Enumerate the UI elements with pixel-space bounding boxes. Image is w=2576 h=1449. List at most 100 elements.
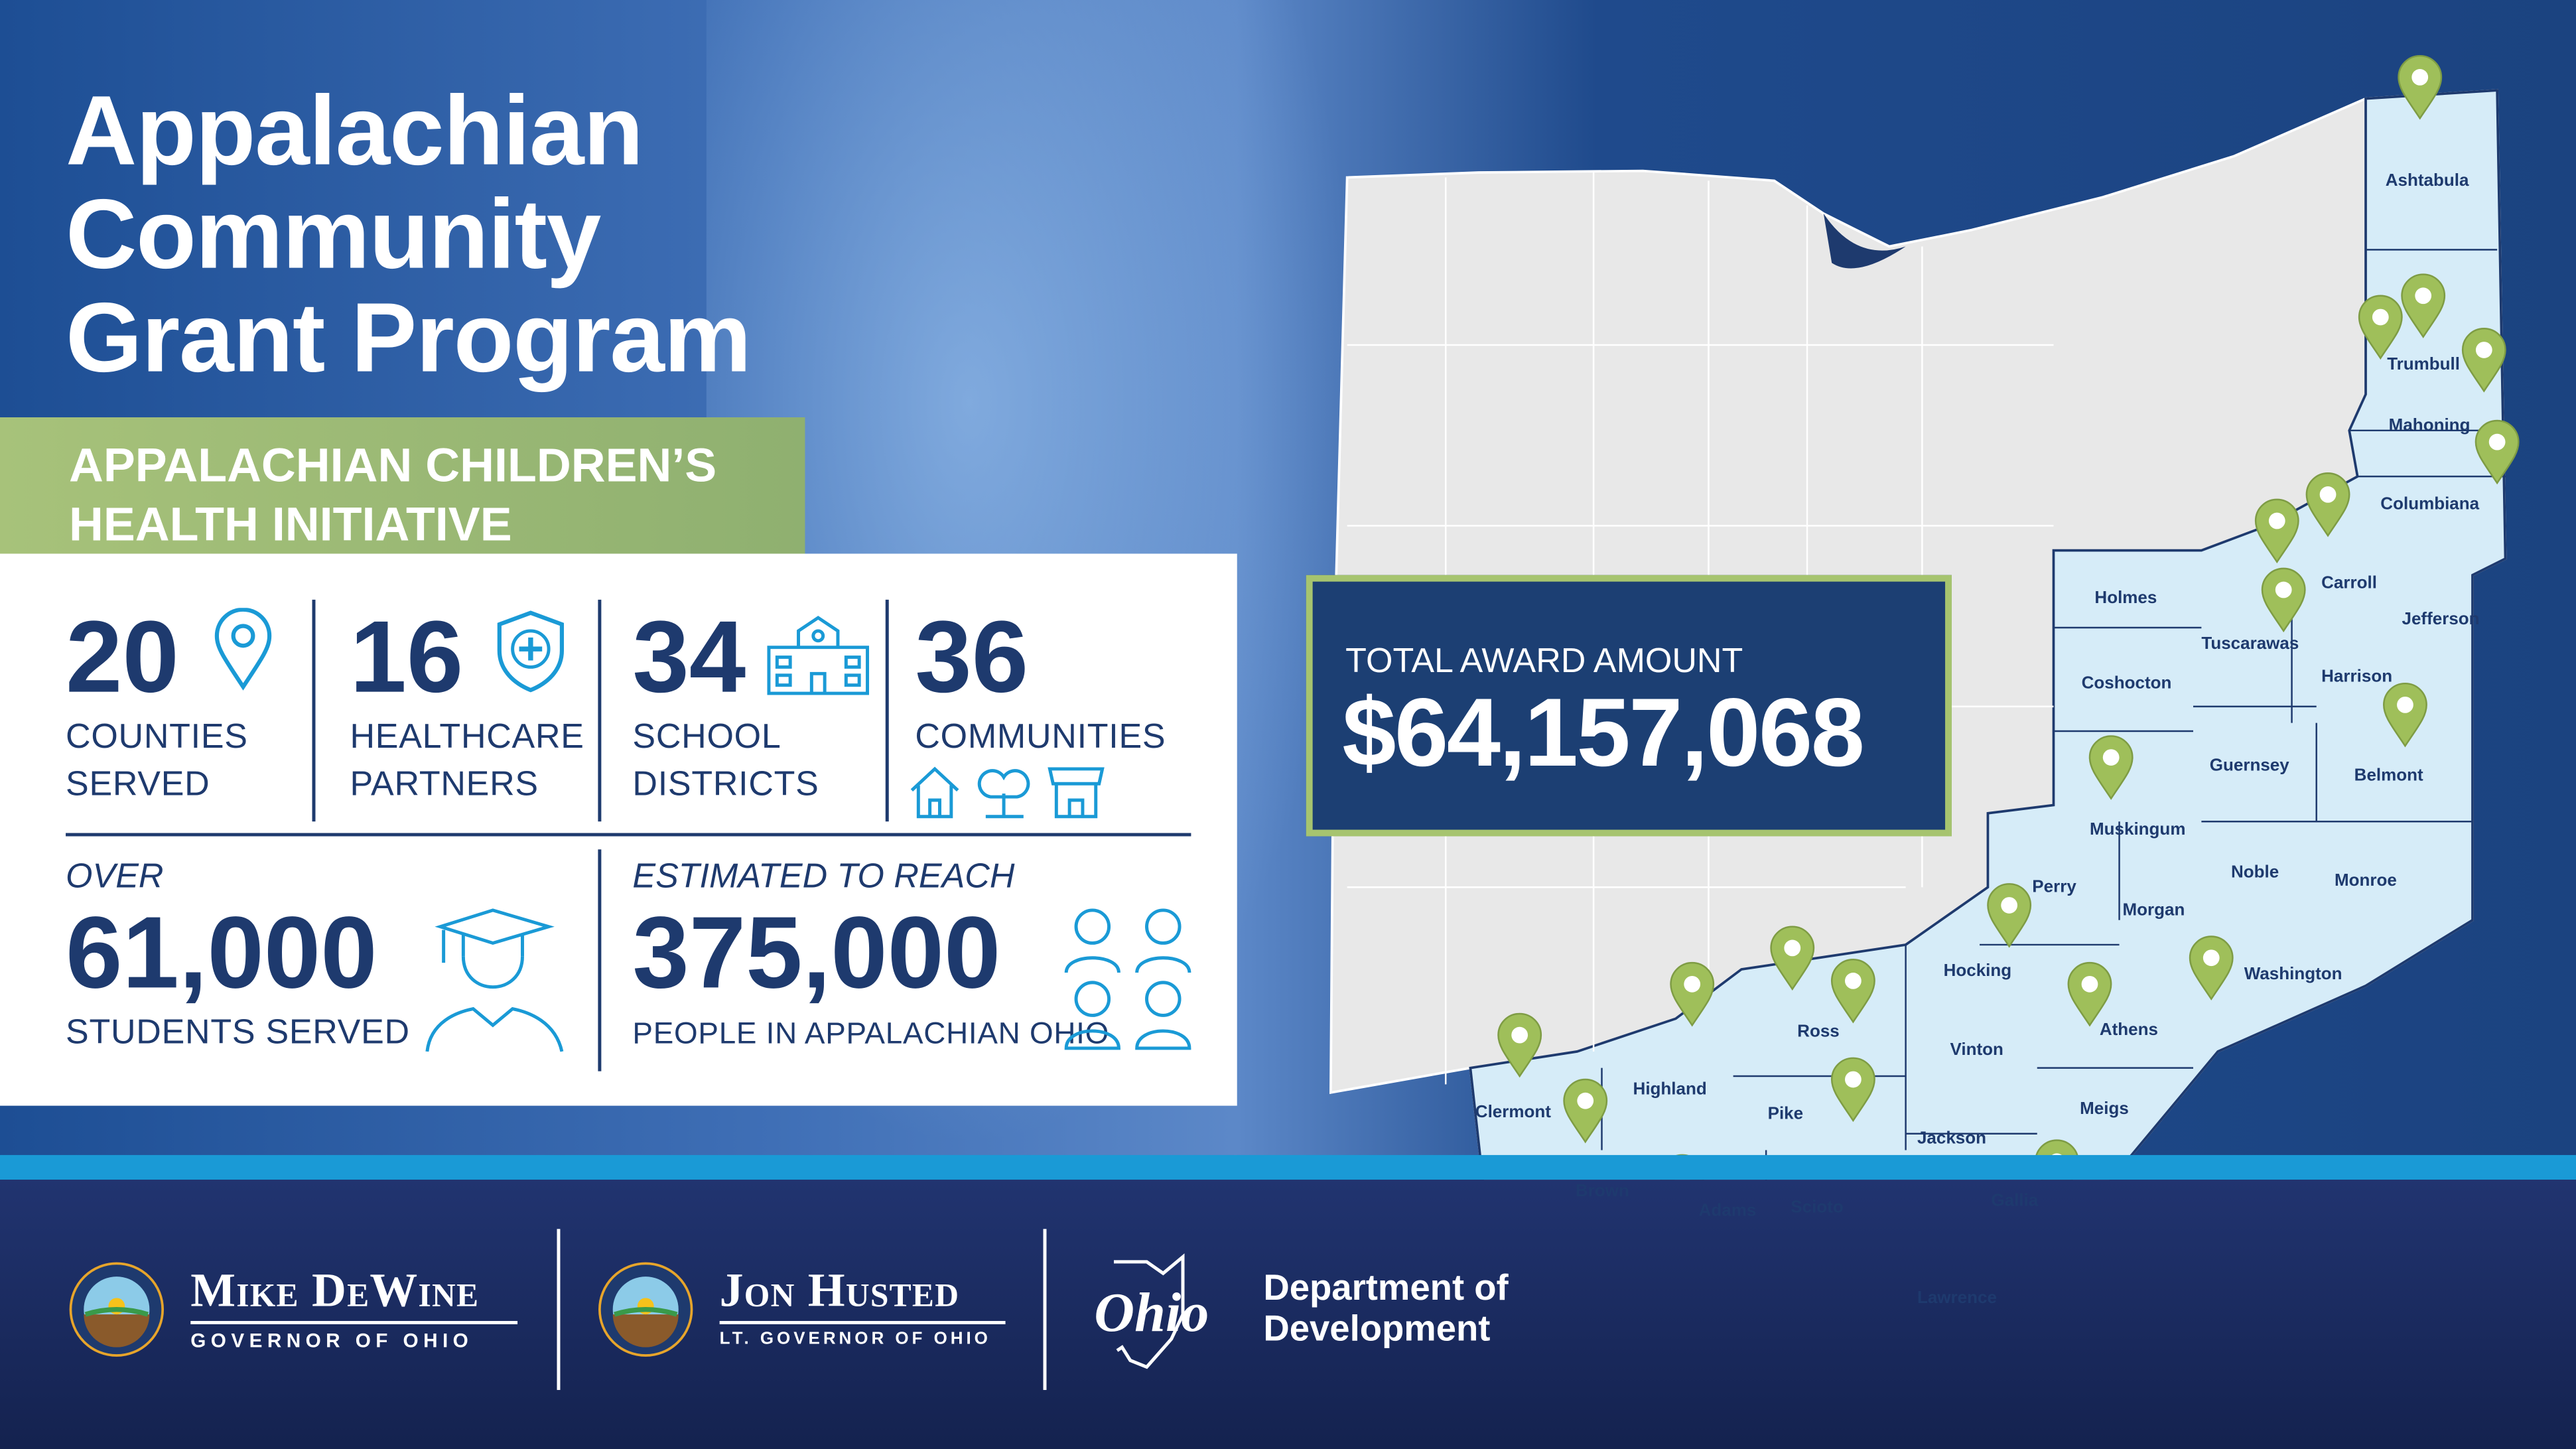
graduate-icon [425,908,564,1052]
divider [598,599,601,822]
map-pin-icon [2254,498,2299,564]
county-label: Athens [2099,1020,2158,1040]
county-label: Monroe [2334,870,2397,891]
county-label: Adams [1698,1201,1757,1221]
county-label: Columbiana [2380,494,2480,515]
divider [557,1229,560,1391]
map-pin-icon [2383,682,2427,748]
county-label: Muskingum [2089,819,2186,840]
map-pin-icon [1770,926,1815,991]
stat-value: 16 [350,601,464,715]
stat-label: COMMUNITIES [915,718,1166,756]
award-value: $64,157,068 [1342,678,1865,788]
divider [190,1321,518,1324]
map-pin-icon [2088,735,2134,800]
map-pin-icon [1670,961,1715,1027]
award-label: TOTAL AWARD AMOUNT [1345,642,1743,681]
county-label: Clermont [1475,1102,1551,1123]
stat-value: 61,000 [66,897,377,1010]
stat-value: 375,000 [632,897,1001,1010]
house-tree-store-icons [910,766,1105,819]
stat-healthcare: 16 HEALTHCARE PARTNERS [350,601,584,808]
divider [66,833,1191,836]
map-pin-icon [2261,567,2306,633]
department-line: Department of [1263,1267,1509,1308]
stat-label: STUDENTS SERVED [66,1013,410,1052]
county-label: Lawrence [1917,1288,1997,1308]
stat-counties: 20 COUNTIES SERVED [66,601,248,808]
title-line: Community [66,178,601,289]
lake-erie [1823,213,1906,269]
house-icon [910,766,959,819]
stat-label: SCHOOL [632,718,781,756]
appalachian-region [1469,89,2507,1357]
map-pin-icon [2401,273,2446,338]
stat-label: PEOPLE IN APPALACHIAN OHIO [632,1015,1110,1050]
county-label: Noble [2230,862,2279,882]
county-label: Tuscarawas [2201,634,2299,654]
divider [885,599,888,822]
county-label: Ashtabula [2385,171,2469,191]
county-label: Meigs [2080,1099,2129,1119]
map-pin-icon [2461,328,2506,393]
map-pin-icon [1830,958,1875,1024]
stat-schools: 34 SCHOOL DISTRICTS [632,601,819,808]
divider [312,599,315,822]
county-label: Guernsey [2209,756,2289,776]
county-label: Highland [1633,1079,1707,1099]
banner-line: HEALTH INITIATIVE [69,499,512,553]
banner-line: APPALACHIAN CHILDREN’S [69,440,717,493]
county-label: Ross [1797,1022,1840,1042]
governor-seal-logo [69,1262,165,1357]
initiative-banner: APPALACHIAN CHILDREN’S HEALTH INITIATIVE [0,417,805,569]
department-line: Development [1263,1308,1491,1349]
map-pin-icon [1563,1078,1608,1144]
stat-value: 20 [66,601,179,715]
county-label: Hocking [1943,961,2012,981]
county-label: Brown [1575,1181,1629,1202]
stat-label: SERVED [66,766,210,803]
map-pin-icon [1830,1057,1875,1123]
stat-students: OVER 61,000 STUDENTS SERVED [66,858,410,1057]
map-pin-icon [1987,883,2032,948]
stat-label: PARTNERS [350,766,539,803]
map-pin-icon [2474,419,2520,485]
county-label: Morgan [2122,900,2185,920]
county-label: Holmes [2094,588,2157,608]
lt-governor-name: Jon Husted [719,1265,960,1318]
county-label: Mahoning [2388,415,2471,436]
stat-value: 34 [632,601,746,715]
lt-governor-seal-logo [598,1262,693,1357]
total-award-box: TOTAL AWARD AMOUNT $64,157,068 [1306,575,1952,837]
stats-panel [0,553,1237,1106]
title-line: Grant Program [66,282,752,393]
footer [0,1180,2576,1449]
county-label: Harrison [2321,667,2393,687]
county-label: Coshocton [2081,673,2172,694]
divider [1043,1229,1046,1391]
divider [598,849,601,1071]
medical-shield-icon [497,610,565,693]
county-label: Washington [2244,964,2342,985]
map-pin-icon [2358,295,2403,360]
stat-label: HEALTHCARE [350,718,584,756]
county-label: Perry [2032,877,2076,898]
school-building-icon [767,616,870,695]
county-label: Belmont [2354,766,2423,786]
tree-icon [977,769,1030,819]
stat-value: 36 [915,601,1029,715]
map-pin-icon [2305,472,2350,537]
map-pin-icon [214,608,272,691]
governor-title: GOVERNOR OF OHIO [190,1329,474,1353]
map-pin-icon [2067,961,2112,1027]
stat-label: DISTRICTS [632,766,819,803]
ohio-logo: Ohio [1094,1253,1209,1369]
page-title: Appalachian Community Grant Program [66,79,752,393]
accent-stripe [0,1154,2576,1180]
map-pin-icon [2398,54,2443,120]
people-group-icon [1064,908,1191,1050]
department-name: Department of Development [1263,1267,1508,1349]
map-pin-icon [1497,1012,1542,1078]
county-label: Carroll [2321,573,2377,593]
